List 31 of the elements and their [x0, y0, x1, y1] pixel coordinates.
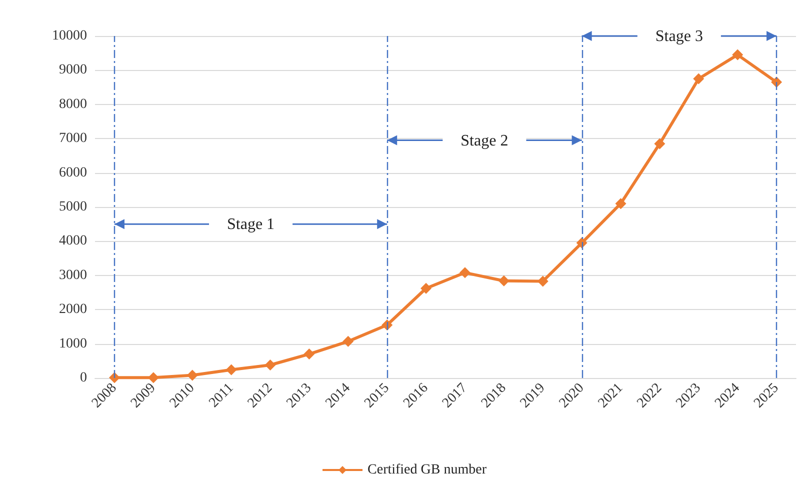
point: [226, 364, 237, 376]
point: [498, 275, 510, 286]
point: [615, 198, 626, 210]
annotation: Stage 3: [655, 28, 703, 45]
point: [420, 282, 432, 294]
point: [304, 348, 315, 360]
point: [732, 49, 744, 60]
point: [459, 267, 470, 278]
point: [342, 336, 354, 347]
point: [537, 276, 548, 287]
y-tick-label: 3000: [59, 268, 87, 283]
y-tick-label: 0: [80, 370, 87, 386]
x-tick-label: 2011: [206, 380, 237, 411]
y-tick-label: 8000: [59, 96, 87, 112]
y-tick-label: 6000: [59, 165, 87, 180]
annotation: Stage 2: [460, 132, 508, 150]
point: [264, 360, 276, 371]
point: [693, 73, 704, 84]
point: [186, 370, 198, 381]
y-tick-label: 7000: [59, 131, 87, 146]
y-tick-label: 4000: [59, 234, 87, 249]
y-tick-label: 2000: [59, 302, 87, 318]
annotation: Stage 1: [227, 216, 275, 234]
y-tick-label: 5000: [59, 200, 87, 214]
y-tick-label: 1000: [59, 336, 87, 352]
point: [108, 372, 120, 384]
point: [148, 372, 159, 384]
legend-label: Certified GB number: [368, 462, 487, 478]
point: [654, 138, 666, 150]
y-tick-label: 9000: [59, 62, 87, 78]
y-tick-label: 10000: [52, 28, 87, 44]
